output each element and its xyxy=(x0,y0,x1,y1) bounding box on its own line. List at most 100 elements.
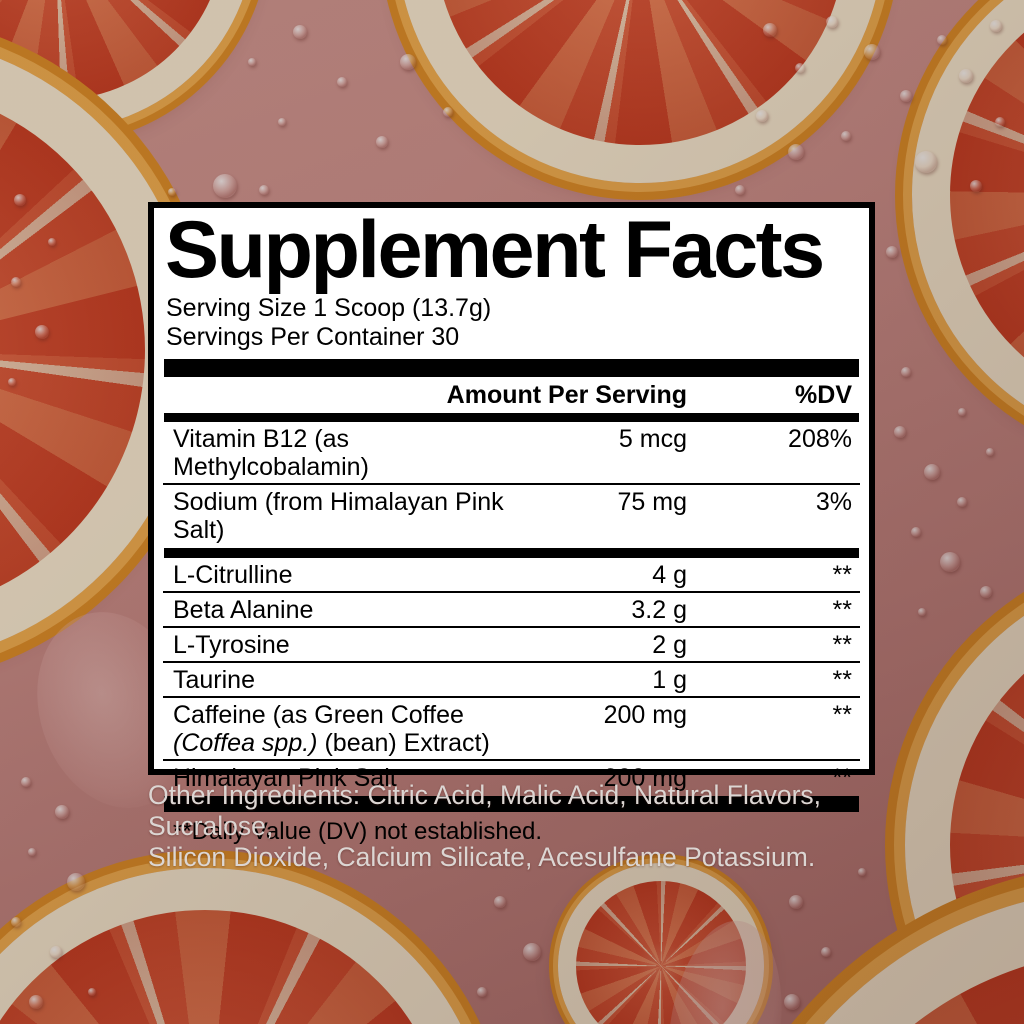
other-ingredients: Other Ingredients: Citric Acid, Malic Ac… xyxy=(148,780,918,873)
table-row: Beta Alanine 3.2 g ** xyxy=(163,593,860,628)
water-droplet xyxy=(821,947,831,957)
ingredient-dv: ** xyxy=(832,561,852,589)
column-header-amount: Amount Per Serving xyxy=(446,381,687,409)
water-droplet xyxy=(168,188,176,196)
ingredient-amount: 4 g xyxy=(652,561,687,589)
dv-footnote: **Daily Value (DV) not established. xyxy=(173,818,543,845)
column-header-dv: %DV xyxy=(795,381,852,409)
water-droplet xyxy=(735,185,745,195)
water-droplet xyxy=(970,180,982,192)
water-droplet xyxy=(11,277,21,287)
ingredient-name: Taurine xyxy=(173,666,255,694)
water-droplet xyxy=(48,238,56,246)
water-droplet xyxy=(278,118,286,126)
water-droplet xyxy=(293,25,307,39)
table-header-row: Amount Per Serving %DV xyxy=(163,377,860,413)
water-droplet xyxy=(756,110,768,122)
table-row: Caffeine (as Green Coffee (Coffea spp.) (… xyxy=(163,698,860,761)
water-droplet xyxy=(67,873,85,891)
water-droplet xyxy=(523,943,541,961)
ingredient-dv: ** xyxy=(832,764,852,792)
water-droplet xyxy=(443,107,453,117)
ingredient-amount: 75 mg xyxy=(617,488,687,516)
ingredient-amount: 1 g xyxy=(652,666,687,694)
water-droplet xyxy=(864,44,880,60)
water-droplet xyxy=(980,586,992,598)
servings-per-container: Servings Per Container 30 xyxy=(166,323,460,351)
water-droplet xyxy=(337,77,347,87)
ingredient-name: Beta Alanine xyxy=(173,596,314,624)
ingredient-name: Himalayan Pink Salt xyxy=(173,764,397,792)
water-droplet xyxy=(795,63,805,73)
water-droplet xyxy=(915,151,937,173)
water-droplet xyxy=(958,408,966,416)
ingredient-dv: ** xyxy=(832,631,852,659)
ingredient-amount: 200 mg xyxy=(603,764,687,792)
other-ingredients-line2: Silicon Dioxide, Calcium Silicate, Acesu… xyxy=(148,842,816,872)
water-droplet xyxy=(911,527,921,537)
separator-bar-thick xyxy=(164,796,859,812)
table-row: Taurine 1 g ** xyxy=(163,663,860,698)
water-droplet xyxy=(959,69,973,83)
water-droplet xyxy=(55,805,69,819)
ingredient-dv: ** xyxy=(832,666,852,694)
water-droplet xyxy=(35,325,49,339)
panel-title: Supplement Facts xyxy=(165,205,825,295)
water-droplet xyxy=(901,367,911,377)
water-droplet xyxy=(763,23,777,37)
ingredient-amount: 200 mg xyxy=(603,701,687,729)
water-droplet xyxy=(940,552,960,572)
water-droplet xyxy=(400,54,416,70)
water-droplet xyxy=(376,136,388,148)
table-row: Vitamin B12 (as Methylcobalamin) 5 mcg 2… xyxy=(163,422,860,485)
water-droplet xyxy=(990,20,1002,32)
other-ingredients-line1: Other Ingredients: Citric Acid, Malic Ac… xyxy=(148,780,822,841)
ingredient-name: Caffeine (as Green Coffee (Coffea spp.) (… xyxy=(173,701,490,757)
table-row: Sodium (from Himalayan Pink Salt) 75 mg … xyxy=(163,485,860,546)
table-row: L-Tyrosine 2 g ** xyxy=(163,628,860,663)
supplement-facts-panel: Supplement Facts Serving Size 1 Scoop (1… xyxy=(148,202,875,845)
ingredient-dv: ** xyxy=(832,701,852,729)
water-droplet xyxy=(826,16,838,28)
water-droplet xyxy=(900,90,912,102)
ingredient-amount: 5 mcg xyxy=(618,425,687,453)
water-droplet xyxy=(858,868,866,876)
ingredient-name: L-Citrulline xyxy=(173,561,293,589)
water-droplet xyxy=(924,464,940,480)
separator-bar-medium xyxy=(164,548,859,558)
table-row: Himalayan Pink Salt 200 mg ** xyxy=(163,761,860,794)
water-droplet xyxy=(14,194,26,206)
water-droplet xyxy=(789,895,803,909)
water-droplet xyxy=(918,608,926,616)
water-droplet xyxy=(477,987,487,997)
water-droplet xyxy=(11,917,21,927)
water-droplet xyxy=(494,896,506,908)
separator-bar-medium xyxy=(164,413,859,422)
ingredient-amount: 2 g xyxy=(652,631,687,659)
water-droplet xyxy=(937,35,947,45)
ingredient-dv: ** xyxy=(832,596,852,624)
serving-size: Serving Size 1 Scoop (13.7g) xyxy=(166,294,492,322)
water-droplet xyxy=(213,174,237,198)
water-droplet xyxy=(886,246,898,258)
table-row: L-Citrulline 4 g ** xyxy=(163,558,860,593)
water-droplet xyxy=(50,946,62,958)
ingredient-amount: 3.2 g xyxy=(631,596,687,624)
water-droplet xyxy=(784,994,800,1010)
ingredient-name: Sodium (from Himalayan Pink Salt) xyxy=(173,488,504,544)
separator-bar-thick xyxy=(164,359,859,377)
water-droplet xyxy=(88,988,96,996)
ingredient-name: L-Tyrosine xyxy=(173,631,290,659)
water-droplet xyxy=(894,426,906,438)
water-droplet xyxy=(248,58,256,66)
water-droplet xyxy=(8,378,16,386)
ingredient-name: Vitamin B12 (as Methylcobalamin) xyxy=(173,425,369,481)
water-droplet xyxy=(957,497,967,507)
water-droplet xyxy=(995,117,1005,127)
ingredient-dv: 208% xyxy=(788,425,852,453)
water-droplet xyxy=(28,848,36,856)
water-droplet xyxy=(21,777,31,787)
water-droplet xyxy=(841,131,851,141)
ingredient-dv: 3% xyxy=(815,488,852,516)
water-droplet xyxy=(788,144,804,160)
